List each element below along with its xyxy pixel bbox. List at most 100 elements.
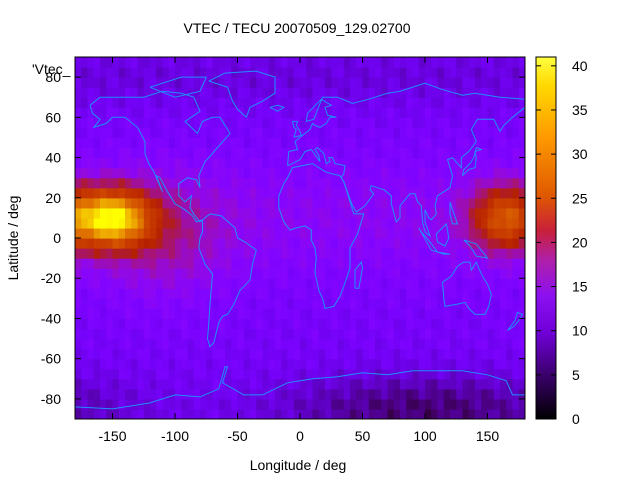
heatmap-cell bbox=[462, 87, 470, 98]
heatmap-cell bbox=[106, 248, 114, 259]
heatmap-cell bbox=[131, 408, 139, 419]
heatmap-cell bbox=[175, 137, 182, 149]
heatmap-cell bbox=[462, 248, 470, 259]
heatmap-cell bbox=[287, 238, 295, 249]
heatmap-cell bbox=[500, 318, 507, 330]
heatmap-cell bbox=[306, 147, 314, 159]
heatmap-cell bbox=[293, 238, 301, 249]
heatmap-cell bbox=[75, 197, 82, 209]
heatmap-cell bbox=[162, 157, 170, 169]
heatmap-cell bbox=[81, 117, 89, 128]
heatmap-cell bbox=[143, 127, 151, 139]
heatmap-cell bbox=[206, 408, 214, 419]
heatmap-cell bbox=[206, 318, 214, 330]
heatmap-cell bbox=[375, 177, 382, 189]
heatmap-cell bbox=[400, 318, 407, 330]
heatmap-cell bbox=[437, 288, 445, 299]
heatmap-cell bbox=[375, 308, 382, 320]
heatmap-cell bbox=[212, 258, 220, 269]
heatmap-cell bbox=[387, 258, 395, 269]
heatmap-cell bbox=[131, 157, 139, 169]
heatmap-cell bbox=[162, 107, 170, 118]
heatmap-cell bbox=[262, 187, 270, 199]
heatmap-cell bbox=[387, 318, 395, 330]
heatmap-cell bbox=[275, 187, 282, 199]
heatmap-cell bbox=[506, 348, 514, 360]
heatmap-cell bbox=[312, 117, 320, 128]
heatmap-cell bbox=[350, 157, 357, 169]
heatmap-cell bbox=[500, 57, 507, 68]
heatmap-cell bbox=[125, 67, 132, 78]
heatmap-cell bbox=[218, 57, 226, 68]
heatmap-cell bbox=[250, 127, 257, 139]
heatmap-cell bbox=[81, 338, 89, 350]
heatmap-cell bbox=[356, 137, 364, 149]
heatmap-cell bbox=[256, 368, 264, 380]
heatmap-cell bbox=[443, 268, 451, 279]
heatmap-cell bbox=[481, 207, 489, 219]
heatmap-cell bbox=[431, 67, 439, 78]
heatmap-cell bbox=[125, 308, 132, 320]
heatmap-cell bbox=[487, 137, 495, 149]
heatmap-cell bbox=[231, 408, 239, 419]
heatmap-cell bbox=[268, 187, 276, 199]
heatmap-cell bbox=[300, 278, 307, 289]
heatmap-cell bbox=[243, 57, 251, 68]
heatmap-cell bbox=[225, 388, 232, 400]
heatmap-cell bbox=[231, 217, 239, 229]
heatmap-cell bbox=[362, 107, 370, 118]
heatmap-cell bbox=[481, 328, 489, 340]
heatmap-cell bbox=[412, 308, 420, 320]
heatmap-cell bbox=[306, 57, 314, 68]
heatmap-cell bbox=[250, 217, 257, 229]
heatmap-cell bbox=[350, 308, 357, 320]
heatmap-cell bbox=[350, 388, 357, 400]
heatmap-cell bbox=[150, 147, 157, 159]
heatmap-cell bbox=[462, 308, 470, 320]
heatmap-cell bbox=[462, 368, 470, 380]
heatmap-cell bbox=[250, 368, 257, 380]
heatmap-cell bbox=[281, 238, 289, 249]
heatmap-cell bbox=[293, 207, 301, 219]
heatmap-cell bbox=[268, 398, 276, 410]
heatmap-cell bbox=[262, 308, 270, 320]
heatmap-cell bbox=[456, 227, 464, 239]
heatmap-cell bbox=[368, 238, 376, 249]
heatmap-cell bbox=[256, 238, 264, 249]
heatmap-cell bbox=[456, 187, 464, 199]
heatmap-cell bbox=[243, 308, 251, 320]
heatmap-cell bbox=[75, 358, 82, 370]
heatmap-cell bbox=[350, 378, 357, 390]
heatmap-cell bbox=[393, 308, 401, 320]
heatmap-cell bbox=[212, 268, 220, 279]
heatmap-cell bbox=[275, 217, 282, 229]
heatmap-cell bbox=[468, 308, 476, 320]
heatmap-cell bbox=[106, 147, 114, 159]
heatmap-cell bbox=[150, 187, 157, 199]
heatmap-cell bbox=[287, 167, 295, 179]
heatmap-cell bbox=[381, 338, 389, 350]
heatmap-cell bbox=[475, 157, 482, 169]
heatmap-cell bbox=[75, 338, 82, 350]
heatmap-cell bbox=[187, 378, 195, 390]
heatmap-cell bbox=[456, 368, 464, 380]
heatmap-cell bbox=[193, 408, 201, 419]
heatmap-cell bbox=[312, 268, 320, 279]
heatmap-cell bbox=[125, 167, 132, 179]
heatmap-cell bbox=[93, 187, 101, 199]
heatmap-cell bbox=[481, 107, 489, 118]
heatmap-cell bbox=[337, 227, 345, 239]
heatmap-cell bbox=[300, 147, 307, 159]
heatmap-cell bbox=[312, 398, 320, 410]
heatmap-cell bbox=[112, 157, 120, 169]
heatmap-cell bbox=[168, 318, 176, 330]
heatmap-cell bbox=[250, 197, 257, 209]
heatmap-cell bbox=[475, 207, 482, 219]
heatmap-cell bbox=[312, 77, 320, 88]
heatmap-cell bbox=[431, 167, 439, 179]
heatmap-cell bbox=[318, 368, 326, 380]
heatmap-cell bbox=[506, 157, 514, 169]
heatmap-cell bbox=[375, 107, 382, 118]
heatmap-cell bbox=[87, 288, 95, 299]
heatmap-cell bbox=[312, 147, 320, 159]
